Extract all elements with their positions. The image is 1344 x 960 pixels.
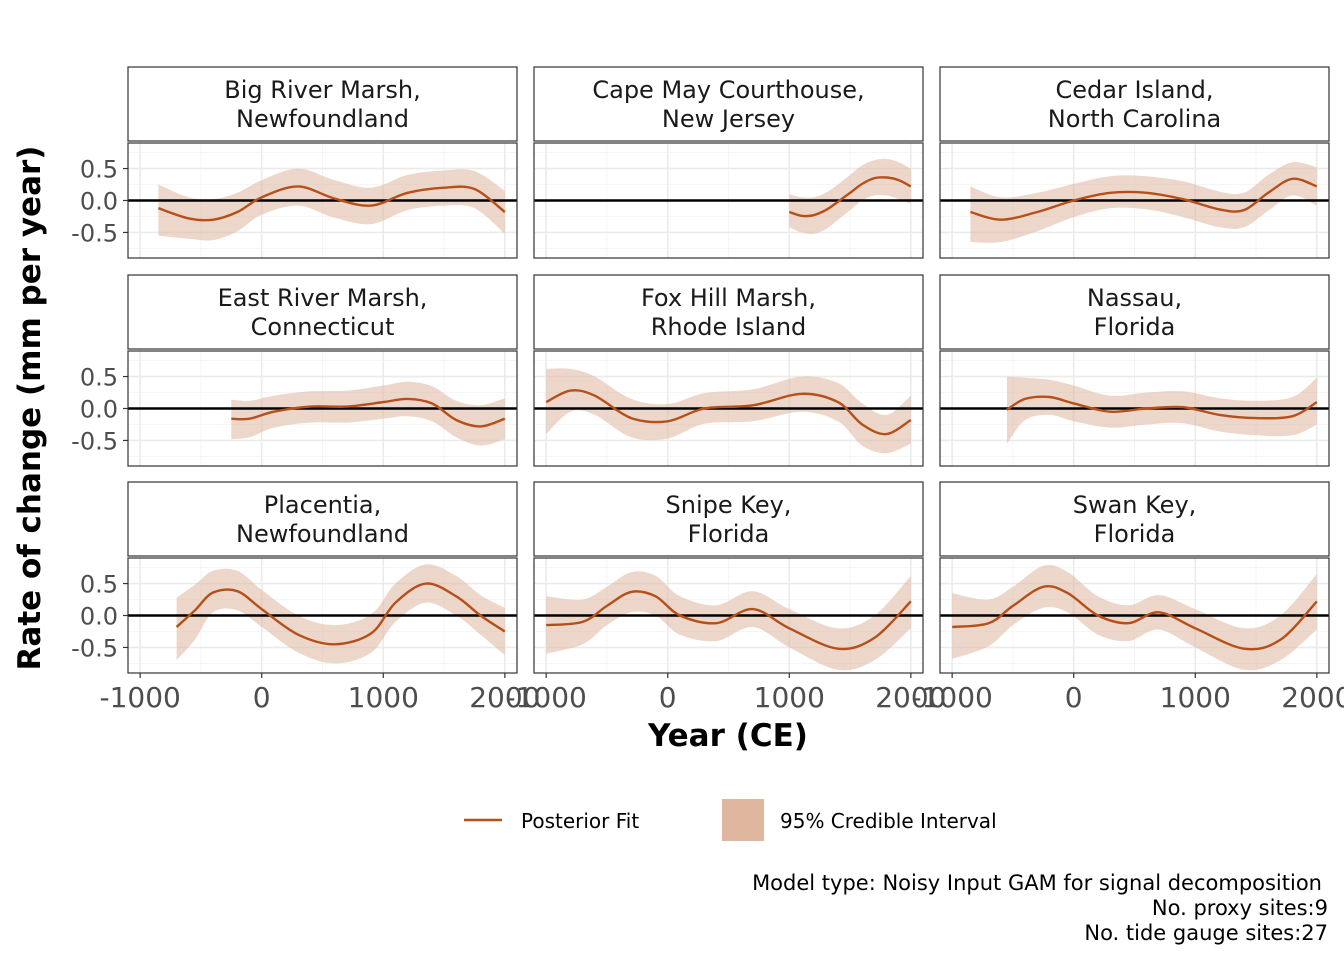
facet-title-line1: Cedar Island, [1056, 76, 1214, 104]
facet-strip [127, 66, 518, 142]
y-tick-label: -0.5 [71, 427, 118, 455]
x-tick-label: 2000 [875, 681, 946, 714]
facet-title-line1: Placentia, [264, 491, 381, 519]
facet-panel: Cedar Island,North Carolina [939, 66, 1330, 259]
credible-interval-band [1006, 376, 1317, 444]
facet-title-line1: Nassau, [1087, 284, 1182, 312]
y-tick-label: 0.0 [80, 396, 118, 424]
legend-fit-label: Posterior Fit [521, 809, 639, 833]
legend: Posterior Fit 95% Credible Interval [464, 799, 997, 841]
y-tick-label: 0.0 [80, 188, 118, 216]
posterior-fit-line [788, 176, 912, 218]
facet-strip [939, 481, 1330, 557]
facet-panel: Swan Key,Florida -1000 0 1000 2000 [911, 481, 1344, 714]
facet-title-line2: Connecticut [251, 313, 395, 341]
x-tick-label: 2000 [1281, 681, 1344, 714]
credible-interval-band [970, 162, 1317, 243]
facet-title-line2: Florida [1094, 520, 1176, 548]
x-tick-label: -1000 [911, 681, 992, 714]
x-tick-label: 1000 [754, 681, 825, 714]
facet-strip [533, 274, 924, 350]
facet-title-line2: New Jersey [662, 105, 795, 133]
posterior-fit-line [546, 590, 912, 651]
facet-title-line1: Cape May Courthouse, [592, 76, 864, 104]
posterior-fit-line [970, 177, 1318, 221]
panel-border [939, 557, 1330, 674]
facet-strip [533, 66, 924, 142]
legend-band-label: 95% Credible Interval [780, 809, 997, 833]
y-tick-label: 0.5 [80, 364, 118, 392]
facet-title-line2: North Carolina [1048, 105, 1222, 133]
x-tick-label: -1000 [99, 681, 180, 714]
posterior-fit-line [545, 389, 912, 436]
x-tick-label: -1000 [505, 681, 586, 714]
facet-title-line1: Swan Key, [1073, 491, 1197, 519]
facet-title-line2: Florida [688, 520, 770, 548]
posterior-fit-line [175, 582, 506, 646]
caption-model-type: Model type: Noisy Input GAM for signal d… [752, 871, 1322, 895]
facet-panel: Big River Marsh,Newfoundland -0.5 0.0 0.5 [71, 66, 518, 259]
credible-interval-band [231, 381, 505, 446]
posterior-fit-line [158, 185, 506, 222]
facet-strip [127, 481, 518, 557]
facet-strip [939, 274, 1330, 350]
x-axis-title: Year (CE) [647, 718, 808, 754]
panel-border [939, 350, 1330, 467]
caption: Model type: Noisy Input GAM for signal d… [752, 871, 1328, 945]
x-tick-label: 0 [1065, 681, 1083, 714]
panel-border [533, 142, 924, 259]
facet-title-line1: East River Marsh, [218, 284, 428, 312]
facet-panel: Cape May Courthouse,New Jersey [533, 66, 924, 259]
caption-proxy-sites: No. proxy sites:9 [1152, 896, 1328, 920]
posterior-fit-line [952, 584, 1318, 651]
y-tick-label: -0.5 [71, 219, 118, 247]
credible-interval-band [546, 368, 911, 454]
legend-band-key [722, 799, 764, 841]
credible-interval-band [176, 564, 505, 664]
facet-title-line2: Rhode Island [651, 313, 807, 341]
credible-interval-band [546, 571, 911, 671]
facet-title-line2: Newfoundland [236, 520, 409, 548]
panel-border [533, 557, 924, 674]
posterior-fit-line [1006, 395, 1318, 420]
x-tick-label: 1000 [348, 681, 419, 714]
panel-border [533, 350, 924, 467]
caption-tide-gauge-sites: No. tide gauge sites:27 [1084, 921, 1328, 945]
panel-border [939, 142, 1330, 259]
y-tick-label: 0.5 [80, 156, 118, 184]
facet-panel: Fox Hill Marsh,Rhode Island [533, 274, 924, 467]
panels-layer: Big River Marsh,Newfoundland-0.50.00.5Ca… [71, 66, 1344, 714]
x-tick-label: 0 [253, 681, 271, 714]
facet-panel: East River Marsh,Connecticut -0.5 0.0 0.5 [71, 274, 518, 467]
facet-title-line1: Big River Marsh, [224, 76, 420, 104]
facet-panel: Placentia,Newfoundland -0.5 0.0 0.5 -1000 0 10… [71, 481, 540, 714]
y-axis-title: Rate of change (mm per year) [12, 146, 48, 671]
credible-interval-band [158, 168, 505, 241]
facet-panel: Snipe Key,Florida -1000 0 1000 2000 [505, 481, 946, 714]
x-tick-label: 2000 [469, 681, 540, 714]
facet-strip [127, 274, 518, 350]
facet-title-line2: Newfoundland [236, 105, 409, 133]
facet-title-line1: Fox Hill Marsh, [641, 284, 816, 312]
facet-title-line2: Florida [1094, 313, 1176, 341]
y-tick-label: 0.5 [80, 571, 118, 599]
facet-strip [939, 66, 1330, 142]
x-tick-label: 0 [659, 681, 677, 714]
x-tick-label: 1000 [1160, 681, 1231, 714]
y-tick-label: -0.5 [71, 634, 118, 662]
posterior-fit-line [231, 397, 506, 428]
facet-panel: Nassau,Florida [939, 274, 1330, 467]
facet-strip [533, 481, 924, 557]
facet-title-line1: Snipe Key, [666, 491, 792, 519]
y-tick-label: 0.0 [80, 603, 118, 631]
